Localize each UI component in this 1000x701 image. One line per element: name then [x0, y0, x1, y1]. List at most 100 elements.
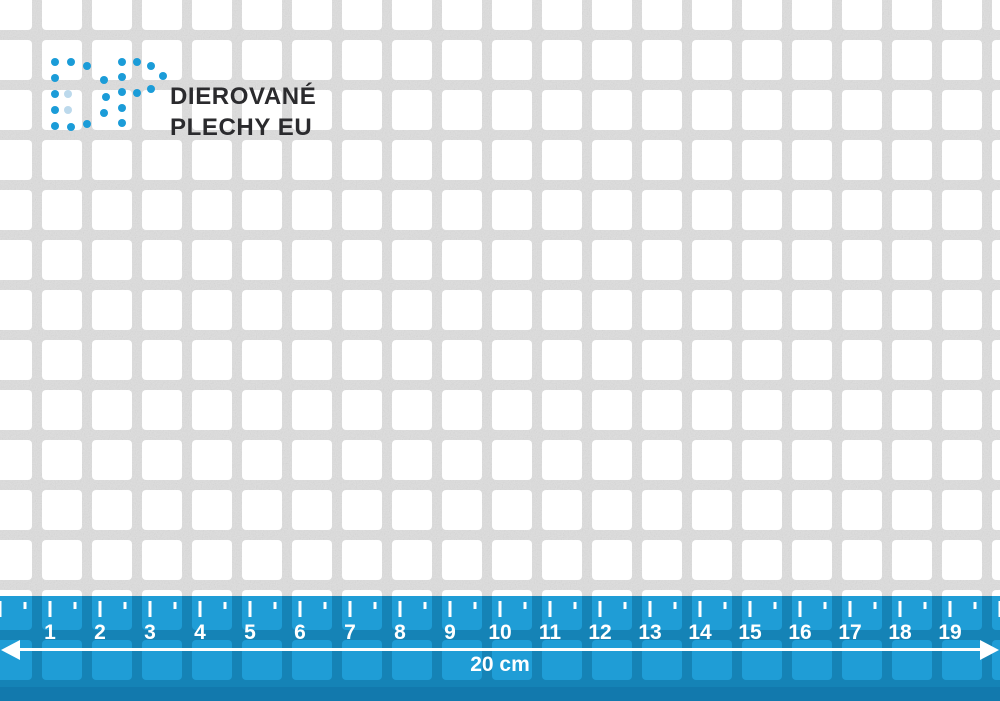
- sheet-hole: [242, 190, 282, 230]
- logo-letter-d-dot: [102, 93, 110, 101]
- sheet-hole: [342, 190, 382, 230]
- sheet-hole: [942, 190, 982, 230]
- ruler-minor-tick: [73, 602, 77, 609]
- ruler-minor-tick: [23, 602, 27, 609]
- sheet-hole: [42, 390, 82, 430]
- ruler-number-8: 8: [394, 621, 406, 644]
- sheet-hole: [292, 190, 332, 230]
- sheet-hole: [142, 540, 182, 580]
- ruler-hole: [442, 640, 482, 680]
- sheet-hole: [892, 190, 932, 230]
- sheet-hole: [892, 90, 932, 130]
- ruler-hole: [142, 640, 182, 680]
- sheet-hole: [192, 340, 232, 380]
- ruler-hole: [992, 640, 1000, 680]
- ruler-overlay: 1 2 3 4 5 6 7 8 9 10 11 12 13 14 15 16 17 18 19 20 cm: [0, 596, 1000, 701]
- sheet-hole: [0, 40, 32, 80]
- sheet-hole: [842, 340, 882, 380]
- sheet-hole: [992, 190, 1000, 230]
- sheet-hole: [92, 140, 132, 180]
- sheet-hole: [942, 390, 982, 430]
- sheet-hole: [192, 290, 232, 330]
- ruler-major-tick: [648, 601, 652, 617]
- ruler-major-tick: [148, 601, 152, 617]
- sheet-hole: [492, 390, 532, 430]
- sheet-hole: [392, 90, 432, 130]
- sheet-hole: [792, 190, 832, 230]
- ruler-minor-tick: [723, 602, 727, 609]
- sheet-hole: [792, 340, 832, 380]
- sheet-hole: [692, 240, 732, 280]
- sheet-hole: [592, 0, 632, 30]
- ruler-hole: [392, 640, 432, 680]
- sheet-hole: [942, 540, 982, 580]
- ruler-minor-tick: [623, 602, 627, 609]
- ruler-number-13: 13: [638, 621, 662, 644]
- sheet-hole: [542, 540, 582, 580]
- ruler-number-4: 4: [194, 621, 206, 644]
- sheet-hole: [942, 290, 982, 330]
- sheet-hole: [742, 240, 782, 280]
- sheet-hole: [642, 240, 682, 280]
- ruler-hole: [542, 640, 582, 680]
- sheet-hole: [192, 490, 232, 530]
- ruler-major-tick: [298, 601, 302, 617]
- ruler-number-6: 6: [294, 621, 306, 644]
- logo-letter-d-dot: [100, 76, 108, 84]
- sheet-hole: [142, 90, 182, 130]
- ruler-number-7: 7: [344, 621, 356, 644]
- sheet-hole: [892, 40, 932, 80]
- ruler-minor-tick: [373, 602, 377, 609]
- sheet-hole: [442, 440, 482, 480]
- ruler-minor-tick: [873, 602, 877, 609]
- ruler-number-16: 16: [788, 621, 812, 644]
- sheet-hole: [342, 40, 382, 80]
- logo-letter-d-dot: [83, 120, 91, 128]
- sheet-hole: [492, 140, 532, 180]
- sheet-hole: [392, 340, 432, 380]
- sheet-hole: [992, 340, 1000, 380]
- sheet-hole: [392, 440, 432, 480]
- ruler-major-tick: [398, 601, 402, 617]
- sheet-hole: [92, 0, 132, 30]
- ruler-major-tick: [698, 601, 702, 617]
- sheet-hole: [92, 440, 132, 480]
- sheet-hole: [892, 0, 932, 30]
- ruler-hole: [0, 596, 32, 630]
- ruler-total-length-label: 20 cm: [470, 653, 530, 676]
- sheet-hole: [942, 40, 982, 80]
- sheet-hole: [692, 40, 732, 80]
- sheet-hole: [492, 40, 532, 80]
- sheet-hole: [642, 440, 682, 480]
- sheet-hole: [592, 240, 632, 280]
- sheet-hole: [642, 40, 682, 80]
- sheet-hole: [792, 390, 832, 430]
- brand-name-line2: PLECHY EU: [170, 114, 313, 141]
- ruler-major-tick: [898, 601, 902, 617]
- sheet-hole: [692, 490, 732, 530]
- ruler-major-tick: [598, 601, 602, 617]
- ruler-hole: [592, 640, 632, 680]
- sheet-hole: [992, 290, 1000, 330]
- sheet-hole: [442, 40, 482, 80]
- ruler-minor-tick: [473, 602, 477, 609]
- sheet-hole: [542, 0, 582, 30]
- logo-letter-d-dot: [51, 106, 59, 114]
- logo-letter-p-dot: [118, 119, 126, 127]
- sheet-hole: [792, 490, 832, 530]
- logo-letter-d-dot: [51, 122, 59, 130]
- ruler-minor-tick: [423, 602, 427, 609]
- sheet-hole: [0, 340, 32, 380]
- sheet-hole: [192, 40, 232, 80]
- sheet-hole: [492, 490, 532, 530]
- ruler-number-19: 19: [938, 621, 962, 644]
- sheet-hole: [392, 140, 432, 180]
- logo-pale-dot: [64, 106, 72, 114]
- sheet-hole: [392, 390, 432, 430]
- sheet-hole: [392, 290, 432, 330]
- sheet-hole: [442, 290, 482, 330]
- sheet-hole: [792, 240, 832, 280]
- sheet-hole: [192, 440, 232, 480]
- sheet-hole: [592, 290, 632, 330]
- sheet-hole: [342, 90, 382, 130]
